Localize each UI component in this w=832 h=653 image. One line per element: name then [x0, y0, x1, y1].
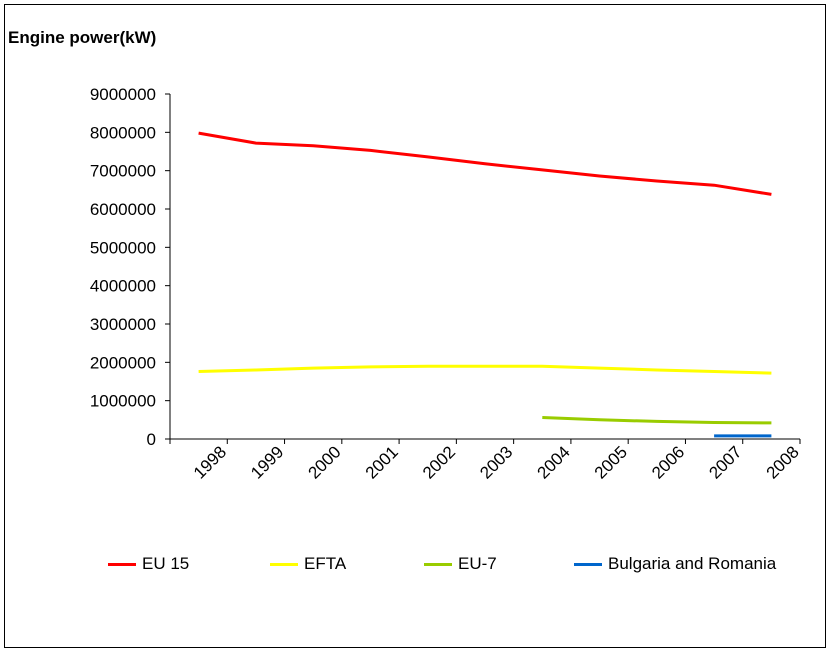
y-tick-label: 1000000 — [90, 392, 156, 411]
x-tick-label: 2008 — [763, 442, 803, 482]
series-line-eu-15 — [198, 131, 772, 196]
x-tick-label: 2006 — [648, 442, 688, 482]
series-line-efta — [198, 364, 772, 375]
y-tick-label: 3000000 — [90, 315, 156, 334]
y-tick-label: 8000000 — [90, 123, 156, 142]
legend-item: EU-7 — [424, 552, 497, 576]
y-tick-label: 4000000 — [90, 277, 156, 296]
legend-swatch — [270, 562, 298, 566]
x-tick-label: 2004 — [534, 442, 574, 482]
legend-item: EFTA — [270, 552, 346, 576]
legend-label: EU 15 — [142, 554, 190, 573]
legend-label: EU-7 — [458, 554, 497, 573]
y-tick-label: 2000000 — [90, 353, 156, 372]
y-tick-label: 0 — [147, 430, 156, 449]
x-tick-label: 2007 — [705, 442, 745, 482]
x-tick-label: 2002 — [419, 442, 459, 482]
y-tick-labels: 0 1000000 2000000 3000000 4000000 5000000 6000… — [90, 85, 156, 449]
y-tick-label: 7000000 — [90, 162, 156, 181]
x-tick-label: 2001 — [362, 442, 402, 482]
series-line-eu-7 — [542, 416, 772, 425]
x-tick-label: 2003 — [476, 442, 516, 482]
legend-item: EU 15 — [108, 552, 189, 576]
y-tick-label: 9000000 — [90, 85, 156, 104]
x-tick-label: 2005 — [591, 442, 631, 482]
legend-item: Bulgaria and Romania — [574, 552, 776, 576]
legend-swatch — [424, 562, 452, 566]
chart-frame — [4, 4, 826, 648]
x-tick-label: 1998 — [190, 442, 230, 482]
series-lines — [198, 131, 772, 438]
legend-swatch — [108, 562, 136, 566]
x-tick-label: 1999 — [247, 442, 287, 482]
x-tick-labels: 1998 1999 2000 2001 2002 2003 2004 2005 2006 2007… — [190, 442, 803, 482]
legend-swatch — [574, 562, 602, 566]
legend: EU 15 EFTA EU-7 Bulgaria and Romania — [0, 552, 832, 576]
y-tick-label: 6000000 — [90, 200, 156, 219]
legend-label: Bulgaria and Romania — [608, 554, 777, 573]
x-tick-label: 2000 — [304, 442, 344, 482]
y-axis-title: Engine power(kW) — [8, 28, 157, 47]
legend-label: EFTA — [304, 554, 347, 573]
axes — [165, 93, 801, 444]
y-tick-label: 5000000 — [90, 238, 156, 257]
